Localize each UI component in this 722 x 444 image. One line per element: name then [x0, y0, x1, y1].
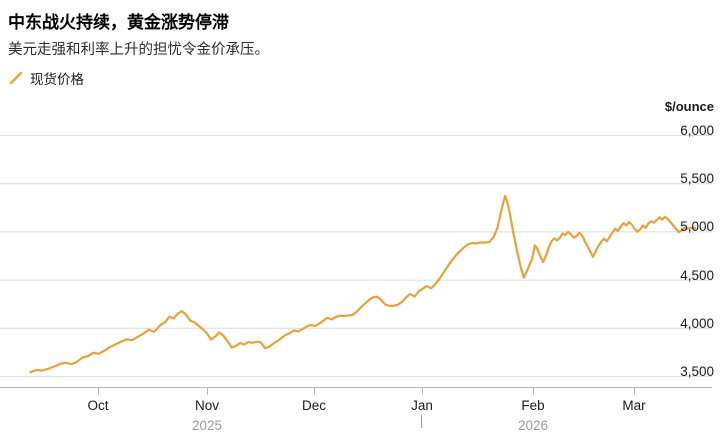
x-axis-tick-label: Oct [87, 398, 109, 413]
x-axis-tick-label: Feb [521, 398, 545, 413]
y-axis-unit-label: $/ounce [664, 99, 714, 114]
y-axis-tick-label: 4,500 [680, 267, 714, 283]
chart-title: 中东战火持续，黄金涨势停滞 [8, 13, 229, 32]
y-axis-tick-label: 4,000 [680, 315, 714, 331]
x-axis-tick-label: Dec [301, 398, 327, 413]
slash-line-icon [9, 71, 23, 85]
chart-legend: 现货价格 [9, 68, 84, 88]
year-boundary-separator [421, 415, 422, 428]
y-axis-tick-label: 5,500 [680, 171, 714, 187]
x-axis-year-label: 2026 [517, 418, 549, 433]
series-plot [0, 135, 712, 395]
series-line [29, 194, 697, 374]
x-axis-tick-label: Mar [622, 398, 646, 413]
y-axis-tick-label: 6,000 [680, 123, 714, 138]
chart-subtitle: 美元走强和利率上升的担忧令金价承压。 [8, 42, 269, 58]
x-axis-year-label: 2025 [191, 418, 223, 433]
plot-area [0, 110, 722, 395]
y-axis-tick-label: 5,000 [680, 219, 714, 235]
legend-item-label: 现货价格 [30, 72, 84, 87]
x-axis-tick-label: Jan [411, 398, 433, 413]
y-axis-tick-label: 3,500 [680, 364, 714, 379]
x-axis-tick-label: Nov [194, 398, 220, 413]
